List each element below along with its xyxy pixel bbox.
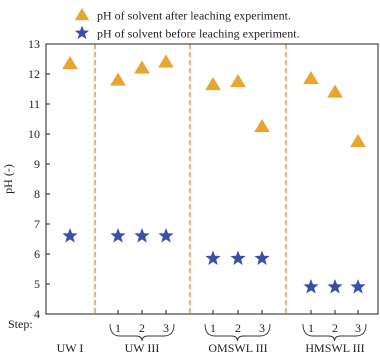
after-leaching-point: [254, 119, 270, 133]
legend-label: pH of solvent before leaching experiment…: [97, 27, 300, 41]
before-leaching-point: [254, 250, 270, 265]
step-number: 3: [163, 321, 169, 335]
legend-label: pH of solvent after leaching experiment.: [97, 9, 291, 23]
step-number: 1: [210, 321, 216, 335]
before-leaching-point: [110, 228, 126, 243]
y-tick-label: 9: [34, 157, 40, 171]
y-tick-label: 5: [34, 277, 40, 291]
after-leaching-point: [62, 56, 78, 70]
y-tick-label: 8: [34, 187, 40, 201]
plot-frame: [45, 43, 379, 315]
step-number: 2: [332, 321, 338, 335]
y-axis-label: pH (-): [1, 164, 15, 194]
group-label: UW III: [125, 341, 160, 355]
group-brace: [109, 323, 175, 342]
before-leaching-point: [230, 250, 246, 265]
before-leaching-point: [350, 279, 366, 294]
group-brace: [302, 323, 367, 342]
after-leaching-point: [110, 72, 126, 86]
before-leaching-point: [303, 279, 319, 294]
y-tick-label: 11: [28, 97, 40, 111]
before-leaching-point: [134, 228, 150, 243]
before-leaching-point: [158, 228, 174, 243]
group-label: UW I: [57, 341, 84, 355]
y-tick-label: 7: [34, 217, 40, 231]
step-number: 1: [308, 321, 314, 335]
step-number: 3: [259, 321, 265, 335]
step-number: 1: [115, 321, 121, 335]
y-tick-label: 10: [28, 127, 40, 141]
before-leaching-point: [62, 228, 78, 243]
step-number: 3: [355, 321, 361, 335]
after-leaching-point: [158, 54, 174, 68]
after-leaching-point: [350, 134, 366, 148]
y-tick-label: 12: [28, 67, 40, 81]
y-tick-label: 4: [34, 307, 40, 321]
after-leaching-point: [134, 60, 150, 74]
legend-marker-triangle-icon: [74, 8, 90, 21]
step-label: Step:: [8, 317, 33, 331]
group-label: OMSWL III: [208, 341, 267, 355]
step-number: 2: [235, 321, 241, 335]
legend: pH of solvent after leaching experiment.…: [74, 8, 300, 41]
y-tick-label: 6: [34, 247, 40, 261]
after-leaching-point: [327, 84, 343, 98]
before-leaching-point: [327, 279, 343, 294]
step-number: 2: [139, 321, 145, 335]
after-leaching-point: [230, 74, 246, 88]
before-leaching-point: [205, 250, 221, 265]
y-tick-label: 13: [28, 37, 40, 51]
plot-area: [62, 44, 366, 314]
legend-marker-star-icon: [74, 25, 90, 40]
after-leaching-point: [205, 77, 221, 91]
group-label: HMSWL III: [305, 341, 364, 355]
after-leaching-point: [303, 71, 319, 85]
group-brace: [204, 323, 271, 342]
